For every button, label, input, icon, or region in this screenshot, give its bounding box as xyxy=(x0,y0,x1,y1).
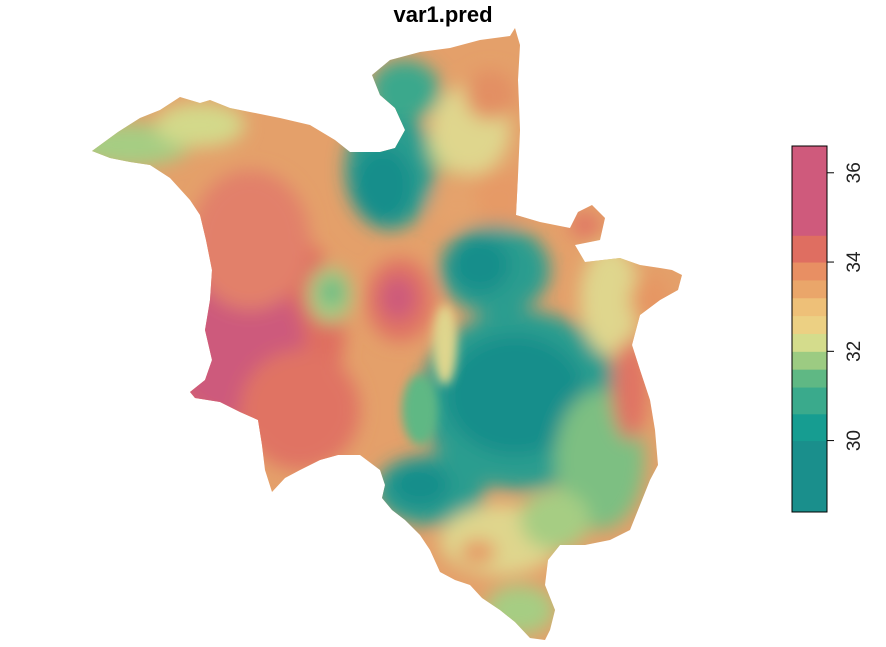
legend-band xyxy=(792,387,827,415)
legend-band xyxy=(792,413,827,442)
legend-band xyxy=(792,440,827,477)
plot-title: var1.pred xyxy=(393,2,493,27)
legend-tick-label: 30 xyxy=(844,430,865,451)
legend-tick-label: 34 xyxy=(844,251,865,273)
legend-band xyxy=(792,351,827,370)
legend-tick-label: 36 xyxy=(844,162,865,183)
legend-band xyxy=(792,279,827,299)
prediction-surface xyxy=(92,28,682,640)
legend-band xyxy=(792,297,827,317)
legend-band xyxy=(792,315,827,334)
legend-border xyxy=(791,145,828,513)
legend-band xyxy=(792,235,827,263)
legend-tick-label: 32 xyxy=(844,341,865,362)
legend-band xyxy=(792,369,827,388)
legend-band xyxy=(792,262,827,281)
legend-band xyxy=(792,476,827,513)
legend-colorbar xyxy=(791,145,828,513)
legend-band xyxy=(792,146,827,236)
legend-band xyxy=(792,333,827,352)
legend-ticks: 30 32 34 36 xyxy=(827,162,865,451)
